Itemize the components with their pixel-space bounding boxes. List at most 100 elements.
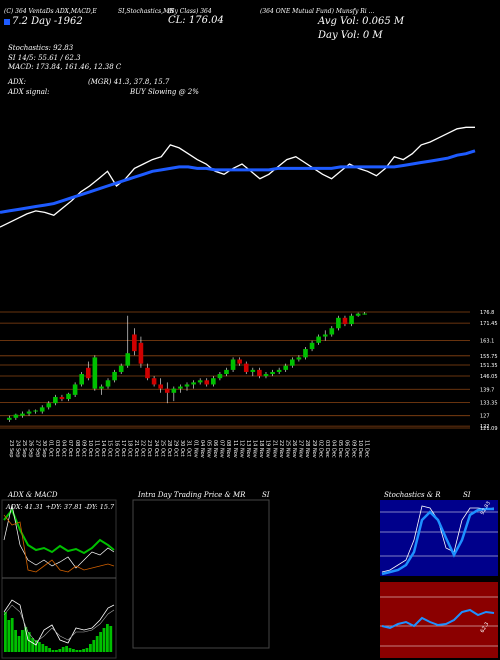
date-label: 29 Nov — [311, 440, 317, 458]
candle-body — [355, 313, 361, 316]
macd-histogram-bar — [65, 646, 68, 652]
date-axis: 23 Sep 24 Sep 25 Sep 26 Sep 27 Sep 30 Sep 01 O… — [8, 440, 369, 458]
price-level-label: 171.45 — [480, 321, 498, 327]
date-label: 24 Sep — [15, 440, 21, 457]
macd-histogram-bar — [75, 650, 79, 652]
candle-body — [92, 357, 98, 389]
candle-body — [132, 334, 137, 352]
header-close: CL: 176.04 — [168, 15, 224, 26]
date-label: 07 Oct — [67, 440, 73, 457]
date-label: 04 Nov — [199, 440, 205, 458]
candle-body — [105, 380, 111, 387]
date-label: 11 Oct — [94, 440, 100, 457]
candle-body — [72, 384, 78, 395]
candle-body — [85, 367, 91, 379]
candle-body — [171, 388, 177, 393]
header-studies: (C) 364 VentaDs ADX,MACD,E — [4, 8, 97, 15]
candle-body — [26, 411, 32, 414]
adx-line — [3, 508, 115, 555]
date-label: 08 Oct — [74, 440, 80, 457]
date-label: 29 Oct — [173, 440, 179, 457]
date-label: 24 Oct — [153, 440, 159, 457]
candle-body — [296, 357, 302, 360]
candle-body — [6, 417, 12, 420]
header-buy-signal: BUY Slowing @ 2% — [130, 88, 199, 96]
macd-histogram-bar — [89, 644, 92, 652]
candle-body — [342, 317, 348, 325]
candle-body — [33, 410, 38, 412]
candle-body — [112, 371, 117, 381]
price-level-label: 133.35 — [480, 400, 498, 406]
candle-body — [211, 378, 216, 385]
adx-panel-values: ADX: 41.31 +DY: 37.81 -DY: 15.7 — [6, 503, 115, 511]
macd-histogram-bar — [92, 640, 96, 652]
date-label: 21 Oct — [133, 440, 139, 457]
date-label: 05 Nov — [205, 440, 211, 458]
macd-histogram-bar — [102, 628, 106, 652]
candle-body — [145, 367, 150, 379]
rsi-panel — [380, 582, 498, 658]
date-label: 03 Oct — [54, 440, 60, 457]
header-price-change: 7.2 Day -1962 — [4, 16, 83, 27]
candlestick-chart — [6, 312, 368, 422]
intraday-panel-title: Intra Day Trading Price & MR — [138, 491, 246, 499]
rsi-value: 62.3 — [480, 621, 491, 634]
macd-histogram-bar — [99, 632, 102, 652]
date-label: 08 Nov — [225, 440, 231, 458]
header-adx-values: (MGR) 41.3, 37.8, 15.7 — [88, 78, 170, 86]
candle-body — [336, 317, 341, 329]
stoch-panel-si: SI — [463, 491, 471, 499]
macd-line — [3, 599, 115, 646]
date-label: 22 Oct — [140, 440, 146, 457]
date-label: 28 Oct — [166, 440, 172, 457]
macd-histogram-bar — [78, 650, 82, 652]
macd-histogram-bar — [24, 627, 28, 652]
plus-di-line — [3, 504, 115, 569]
date-label: 01 Nov — [192, 440, 198, 458]
moving-average-line — [0, 149, 476, 214]
date-label: 23 Oct — [146, 440, 152, 457]
macd-histogram-bar — [4, 612, 7, 652]
candle-body — [250, 369, 256, 372]
macd-histogram-bar — [82, 649, 85, 652]
intraday-panel-si: SI — [262, 491, 270, 499]
candle-body — [158, 384, 163, 389]
stochastics-panel — [380, 500, 498, 576]
date-label: 12 Nov — [238, 440, 244, 458]
price-level-label: 163.1 — [480, 339, 494, 345]
candle-body — [309, 342, 315, 350]
date-label: 25 Oct — [159, 440, 165, 457]
header-day-vol: Day Vol: 0 M — [318, 30, 383, 41]
price-level-label: 176.8 — [480, 310, 494, 316]
candle-body — [13, 414, 19, 418]
candle-body — [276, 369, 282, 372]
candle-body — [178, 386, 183, 389]
date-label: 21 Nov — [271, 440, 277, 458]
date-label: 22 Nov — [278, 440, 284, 458]
candle-body — [263, 374, 269, 377]
adx-panel-title: ADX & MACD — [8, 491, 58, 499]
candle-body — [59, 396, 65, 400]
date-label: 06 Nov — [212, 440, 218, 458]
candle-body — [237, 359, 242, 364]
price-level-label: 127 — [480, 414, 490, 420]
date-label: 16 Oct — [113, 440, 119, 457]
header-adx-label: ADX: — [8, 78, 27, 86]
macd-histogram-bar — [48, 648, 51, 652]
date-label: 18 Nov — [258, 440, 264, 458]
date-label: 14 Oct — [100, 440, 106, 457]
adx-macd-panel — [1, 499, 117, 659]
macd-histogram-bar — [85, 648, 89, 652]
price-level-label: 122 — [480, 424, 490, 430]
date-label: 27 Nov — [298, 440, 304, 458]
price-level-label: 146.05 — [480, 374, 498, 380]
date-label: 18 Oct — [126, 440, 132, 457]
price-line — [0, 126, 475, 228]
candle-body — [204, 380, 210, 385]
candle-body — [46, 403, 52, 408]
candle-body — [283, 365, 289, 370]
macd-histogram-bar — [14, 630, 17, 652]
header-avg-vol: Avg Vol: 0.065 M — [318, 16, 405, 27]
macd-histogram-bar — [34, 640, 38, 652]
